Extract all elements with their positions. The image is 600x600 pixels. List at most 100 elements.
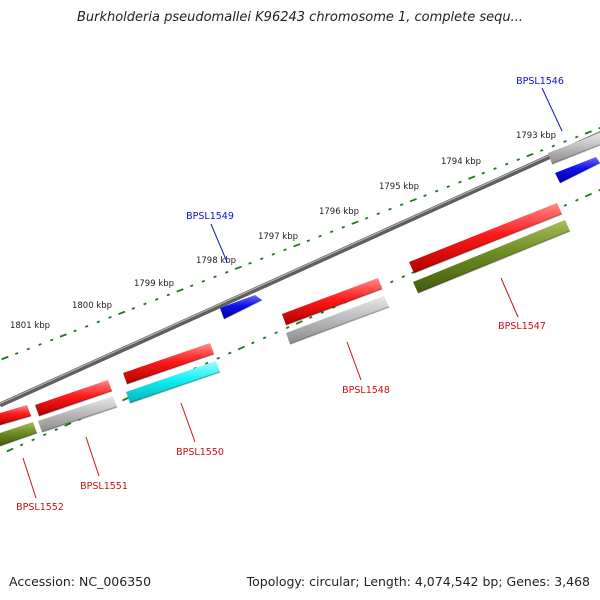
- gene-leader-line: [210, 223, 228, 263]
- tick-mark: [201, 279, 206, 283]
- tick-mark: [376, 212, 381, 216]
- gene-feature-red[interactable]: [123, 343, 214, 384]
- gene-feature-shadow: [126, 353, 215, 385]
- gene-label[interactable]: BPSL1552: [16, 502, 64, 513]
- tick-mark: [122, 396, 130, 402]
- tick-mark: [293, 243, 301, 248]
- tick-mark: [271, 252, 276, 256]
- scale-label: 1794 kbp: [441, 157, 481, 167]
- tick-mark: [468, 175, 476, 180]
- backbone-highlight: [0, 131, 600, 405]
- gene-label[interactable]: BPSL1550: [176, 447, 224, 458]
- tick-mark: [306, 239, 311, 243]
- tick-mark: [526, 153, 534, 158]
- tick-mark: [295, 320, 303, 325]
- gene-feature-green[interactable]: [413, 220, 570, 293]
- tick-mark: [26, 347, 31, 351]
- gene-feature-red[interactable]: [282, 278, 382, 325]
- tick-mark: [516, 158, 521, 161]
- gene-feature-shadow: [223, 299, 263, 320]
- tick-mark: [351, 220, 359, 225]
- gene-feature-shadow: [41, 406, 118, 433]
- tick-mark: [401, 275, 406, 279]
- gene-leader-line: [85, 436, 100, 477]
- tick-mark: [204, 361, 209, 365]
- tick-mark: [73, 329, 77, 333]
- gene-label[interactable]: BPSL1546: [516, 76, 564, 87]
- tick-mark: [388, 207, 392, 211]
- gene-label[interactable]: BPSL1551: [80, 481, 128, 492]
- gene-feature-red[interactable]: [409, 203, 562, 273]
- tick-mark: [584, 130, 592, 135]
- chromosome-backbone: [0, 131, 600, 408]
- tick-mark: [598, 188, 600, 192]
- tick-mark: [423, 194, 427, 197]
- tick-mark: [42, 433, 47, 437]
- gene-leader-line: [541, 87, 563, 132]
- gene-feature-gray[interactable]: [548, 133, 600, 164]
- topology-summary: Topology: circular; Length: 4,074,542 bp…: [246, 574, 590, 589]
- tick-mark: [131, 307, 136, 310]
- tick-mark: [504, 162, 509, 166]
- scale-label: 1795 kbp: [379, 182, 419, 192]
- scale-label: 1793 kbp: [516, 131, 556, 141]
- gene-feature-shadow: [289, 306, 390, 345]
- tick-mark: [458, 180, 462, 184]
- gene-feature-green[interactable]: [0, 422, 37, 446]
- gene-feature-cyan[interactable]: [126, 361, 220, 403]
- gene-leader-line: [22, 457, 37, 499]
- gene-feature-red[interactable]: [35, 380, 112, 416]
- gene-feature-shadow: [285, 288, 383, 326]
- tick-mark: [329, 230, 334, 234]
- gene-features: [0, 133, 600, 447]
- tick-mark: [64, 422, 72, 427]
- tick-mark: [54, 428, 59, 432]
- gene-feature-blue[interactable]: [555, 157, 600, 183]
- gene-feature-blue[interactable]: [220, 295, 262, 319]
- tick-mark: [38, 343, 42, 346]
- tick-mark: [409, 198, 417, 203]
- tick-mark: [318, 234, 322, 238]
- tick-mark: [598, 126, 600, 130]
- tick-mark: [154, 298, 159, 301]
- scale-label: 1799 kbp: [134, 279, 174, 289]
- tick-mark: [251, 341, 255, 345]
- tick-mark: [14, 352, 19, 355]
- gene-label[interactable]: BPSL1548: [342, 385, 390, 396]
- gene-feature-red[interactable]: [0, 405, 31, 425]
- gene-feature-shadow: [0, 415, 32, 426]
- tick-mark: [283, 248, 287, 252]
- map-title: Burkholderia pseudomallei K96243 chromos…: [76, 10, 524, 25]
- gene-feature-gray[interactable]: [286, 296, 389, 344]
- tick-mark: [574, 135, 579, 139]
- tick-mark: [19, 443, 24, 447]
- backbone-line: [0, 131, 600, 408]
- tick-mark: [166, 293, 171, 297]
- tick-mark: [59, 333, 67, 338]
- tick-mark: [320, 310, 325, 314]
- tick-mark: [274, 331, 278, 335]
- tick-mark: [539, 149, 544, 152]
- tick-mark: [262, 336, 267, 340]
- gene-feature-gray[interactable]: [38, 396, 117, 432]
- tick-mark: [118, 310, 126, 315]
- tick-mark: [176, 288, 184, 293]
- labels: 1793 kbp 1794 kbp 1795 kbp 1796 kbp 1797 kbp…: [10, 76, 564, 513]
- gene-feature-shadow: [38, 390, 113, 417]
- gene-feature-shadow: [413, 213, 563, 274]
- tick-mark: [563, 140, 567, 143]
- tick-mark: [434, 189, 439, 193]
- gene-label[interactable]: BPSL1549: [186, 211, 234, 222]
- tick-mark: [584, 192, 592, 198]
- tick-mark: [237, 345, 245, 351]
- tick-mark: [493, 167, 497, 170]
- gene-feature-shadow: [559, 162, 600, 184]
- gene-label[interactable]: BPSL1547: [498, 321, 546, 332]
- tick-mark: [481, 171, 486, 175]
- tick-mark: [575, 198, 579, 202]
- gene-leader-line: [180, 402, 196, 443]
- scale-label: 1800 kbp: [72, 301, 112, 311]
- upper-scale-track: [1, 126, 600, 361]
- tick-mark: [84, 325, 89, 328]
